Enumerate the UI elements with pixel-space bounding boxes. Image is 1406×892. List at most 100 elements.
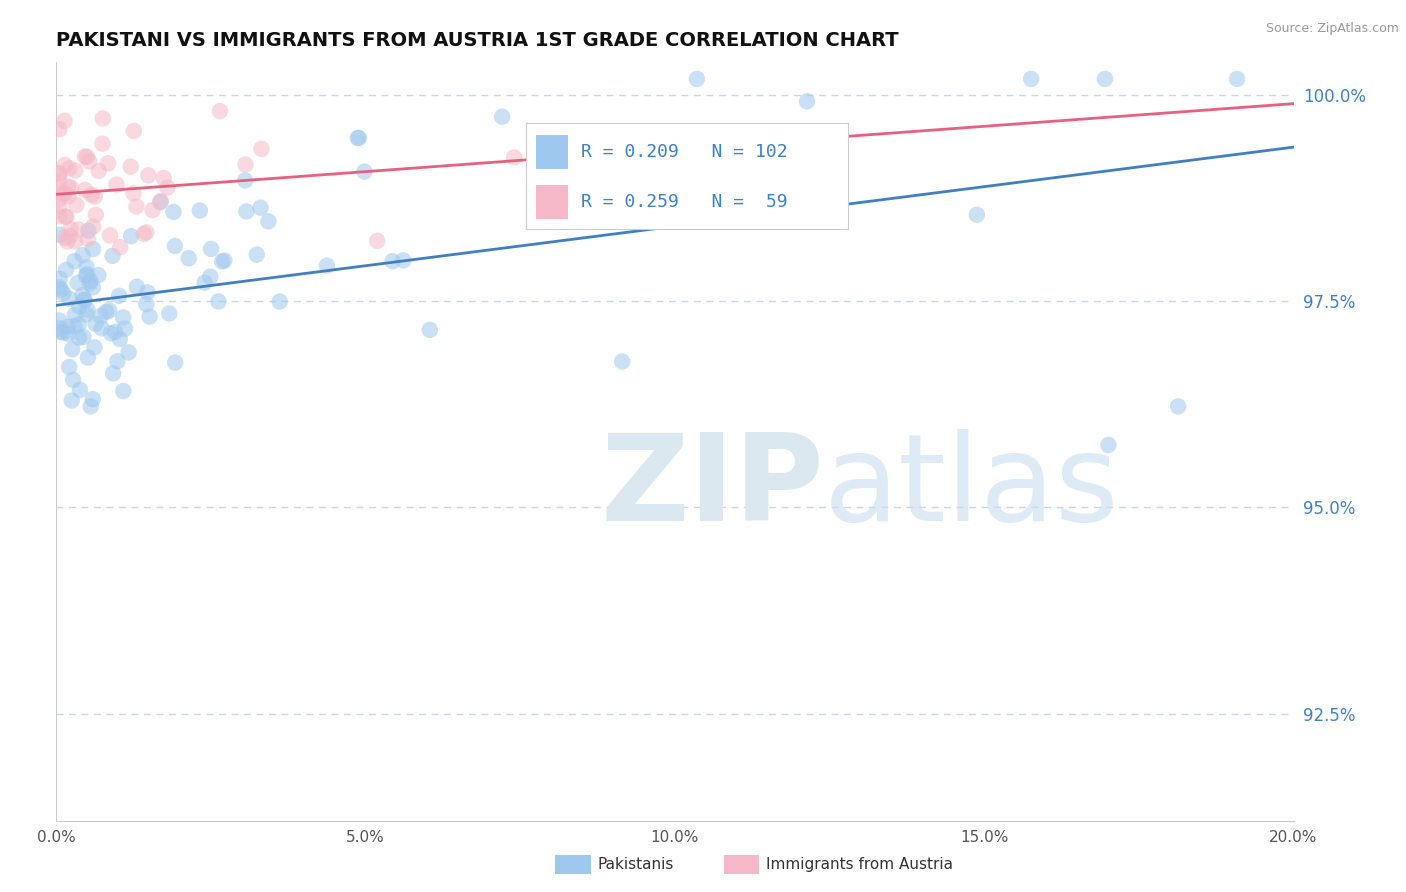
Point xyxy=(118,345,141,359)
Point xyxy=(110,240,132,254)
Point xyxy=(55,210,77,224)
Point xyxy=(52,286,75,301)
Point xyxy=(125,279,148,293)
Point xyxy=(135,226,157,240)
Point xyxy=(101,367,124,381)
Point xyxy=(157,306,180,320)
Point xyxy=(346,131,368,145)
Point xyxy=(966,208,988,222)
Point xyxy=(53,186,76,201)
Point xyxy=(579,136,602,150)
Point xyxy=(82,280,104,294)
Point xyxy=(347,130,370,145)
Text: ZIP: ZIP xyxy=(600,428,824,546)
Point xyxy=(87,164,110,178)
Point xyxy=(48,167,70,181)
Point xyxy=(60,343,83,357)
Point xyxy=(91,112,114,126)
Point xyxy=(79,277,101,291)
Point xyxy=(60,393,83,408)
Point xyxy=(108,289,131,303)
Point xyxy=(1167,400,1189,414)
Point xyxy=(207,294,229,309)
Point xyxy=(72,330,94,344)
Point xyxy=(269,294,291,309)
Point xyxy=(142,203,165,218)
Point xyxy=(138,169,160,183)
Point xyxy=(79,400,101,414)
Point xyxy=(59,229,82,244)
Point xyxy=(104,325,127,339)
Point xyxy=(122,186,145,201)
Point xyxy=(63,163,86,178)
Point xyxy=(72,288,94,302)
Point xyxy=(63,319,86,334)
Point xyxy=(73,293,96,307)
Point xyxy=(58,292,80,306)
Point xyxy=(381,254,404,268)
Point xyxy=(55,210,77,224)
Point xyxy=(235,157,257,171)
Point xyxy=(249,201,271,215)
Point xyxy=(163,239,186,253)
Point xyxy=(200,242,222,256)
Point xyxy=(233,173,256,187)
Point xyxy=(76,302,98,317)
Point xyxy=(83,189,105,203)
Point xyxy=(63,235,86,249)
Point xyxy=(246,247,269,261)
Point xyxy=(48,280,70,294)
Point xyxy=(53,158,76,172)
Point xyxy=(52,326,75,340)
Point xyxy=(1094,71,1116,86)
Point xyxy=(67,300,90,314)
Point xyxy=(208,104,231,119)
Point xyxy=(48,200,70,214)
Point xyxy=(76,150,98,164)
Point xyxy=(162,205,184,219)
Text: Immigrants from Austria: Immigrants from Austria xyxy=(766,857,953,871)
Point xyxy=(65,198,87,212)
Point xyxy=(108,332,131,346)
Point xyxy=(194,276,217,290)
Point xyxy=(235,204,257,219)
Point xyxy=(214,253,236,268)
Point xyxy=(48,166,70,180)
Point xyxy=(75,183,97,197)
Point xyxy=(200,269,222,284)
Point xyxy=(90,321,112,335)
Point xyxy=(83,340,105,354)
Point xyxy=(82,392,104,407)
Text: Source: ZipAtlas.com: Source: ZipAtlas.com xyxy=(1265,22,1399,36)
Point xyxy=(49,283,72,297)
Point xyxy=(105,178,128,192)
Point xyxy=(48,321,70,335)
Point xyxy=(419,323,441,337)
Point xyxy=(138,310,160,324)
Point xyxy=(136,285,159,300)
Point xyxy=(98,303,121,318)
Point xyxy=(52,186,75,201)
Point xyxy=(686,71,709,86)
Point xyxy=(79,154,101,169)
Point xyxy=(503,151,526,165)
Point xyxy=(87,268,110,282)
Point xyxy=(49,325,72,339)
Point xyxy=(1226,71,1249,86)
Point xyxy=(94,305,117,319)
Point xyxy=(135,297,157,311)
Point xyxy=(62,373,84,387)
Point xyxy=(112,310,135,325)
Point xyxy=(84,317,107,331)
Point xyxy=(56,234,79,248)
Point xyxy=(59,180,82,194)
Point xyxy=(98,228,121,243)
Point xyxy=(165,355,187,369)
Point xyxy=(63,254,86,268)
Point xyxy=(67,318,90,332)
Point xyxy=(53,230,76,244)
Point xyxy=(392,253,415,268)
Point xyxy=(48,183,70,197)
Point xyxy=(91,136,114,151)
Point xyxy=(66,276,89,290)
